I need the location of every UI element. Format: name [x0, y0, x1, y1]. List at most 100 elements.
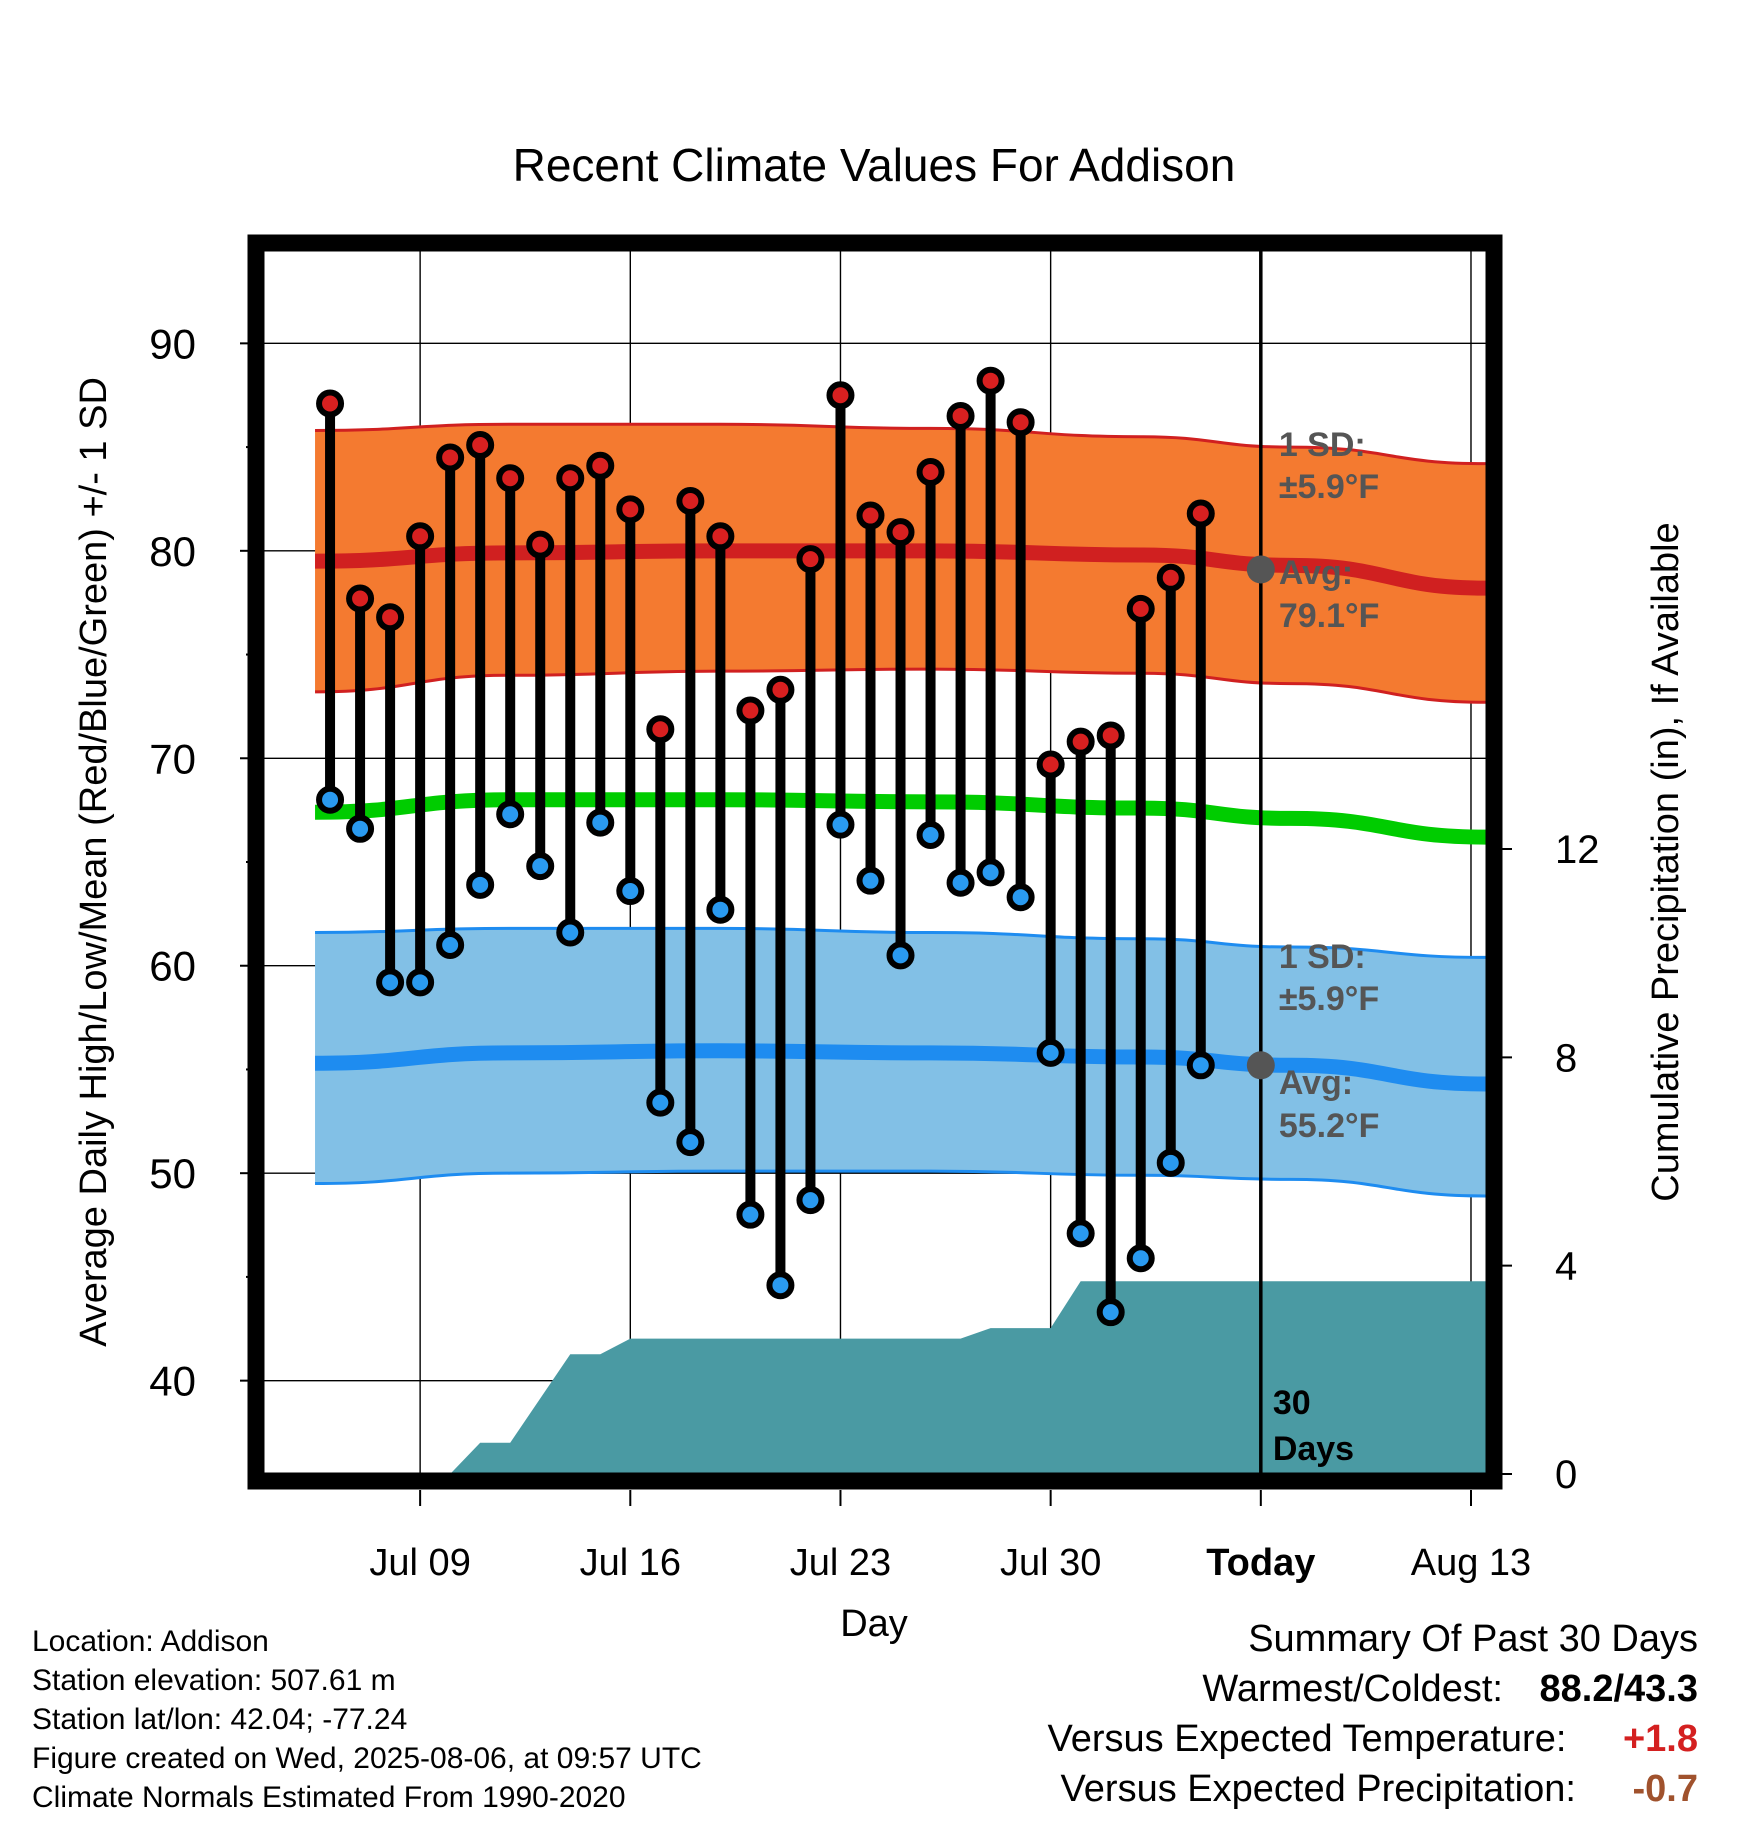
- y-axis-right: 0 4 8 12: [1494, 828, 1600, 1497]
- low-point: [1036, 1038, 1065, 1067]
- low-point: [1066, 1219, 1095, 1248]
- high-point: [616, 495, 645, 524]
- low-point: [736, 1200, 765, 1229]
- x-axis: Jul 09 Jul 16 Jul 23 Jul 30 Today Aug 13: [369, 1490, 1531, 1584]
- high-point: [1006, 408, 1035, 437]
- high-normal-label-1: ±5.9°F: [1279, 468, 1379, 506]
- normals-labels: 1 SD: ±5.9°F Avg: 79.1°F 1 SD: ±5.9°F Avg: 55.2…: [1246, 426, 1380, 1145]
- high-point: [826, 381, 855, 410]
- low-point: [526, 852, 555, 881]
- low-point: [1096, 1298, 1125, 1327]
- high-point: [946, 401, 975, 430]
- high-point: [586, 451, 615, 480]
- y-axis-label: Average Daily High/Low/Mean (Red/Blue/Gr…: [73, 377, 115, 1347]
- high-point: [1096, 721, 1125, 750]
- low-point: [586, 808, 615, 837]
- low-point: [406, 968, 435, 997]
- y-tick-label: 40: [149, 1358, 196, 1405]
- station-info: Location: Addison Station elevation: 507…: [32, 1622, 702, 1817]
- today-low-avg-dot: [1246, 1051, 1275, 1080]
- low-point: [376, 968, 405, 997]
- summary-panel: Summary Of Past 30 Days Warmest/Coldest:…: [1047, 1614, 1698, 1814]
- x-tick-label: Aug 13: [1411, 1542, 1531, 1584]
- high-point: [1036, 750, 1065, 779]
- high-point: [736, 696, 765, 725]
- high-normal-label-2: Avg:: [1279, 554, 1353, 592]
- elevation-text: Station elevation: 507.61 m: [32, 1664, 396, 1697]
- y2-axis-label: Cumulative Precipitation (in), If Availa…: [1645, 522, 1687, 1201]
- y-tick-label: 70: [149, 735, 196, 782]
- high-point: [916, 457, 945, 486]
- x-tick-label: Jul 09: [369, 1542, 470, 1584]
- high-point: [886, 518, 915, 547]
- high-point: [466, 431, 495, 460]
- temp-label: Versus Expected Temperature:: [1047, 1718, 1567, 1760]
- high-point: [1156, 563, 1185, 592]
- high-point: [1066, 727, 1095, 756]
- precip-area-group: [420, 1281, 1486, 1474]
- summary-precip-row: Versus Expected Precipitation: -0.7: [1047, 1764, 1698, 1814]
- chart-title: Recent Climate Values For Addison: [513, 139, 1236, 191]
- low-point: [496, 800, 525, 829]
- today-label-days: Days: [1273, 1430, 1354, 1468]
- precip-area: [420, 1281, 1486, 1474]
- high-point: [496, 464, 525, 493]
- high-point: [856, 501, 885, 530]
- x-tick-label: Jul 23: [790, 1542, 891, 1584]
- temp-value: +1.8: [1622, 1718, 1698, 1760]
- low-point: [886, 941, 915, 970]
- y-tick-label: 90: [149, 320, 196, 367]
- high-sd-band-upper-edge: [315, 422, 1486, 466]
- high-normal-label-3: 79.1°F: [1279, 597, 1380, 635]
- daily-range-sticks: [316, 366, 1215, 1327]
- high-point: [976, 366, 1005, 395]
- low-sd-band: [315, 928, 1486, 1197]
- low-normal-label-0: 1 SD:: [1279, 938, 1366, 976]
- low-sd-band-lower-edge: [315, 1169, 1486, 1198]
- high-point: [436, 443, 465, 472]
- y2-tick-label: 12: [1555, 828, 1600, 872]
- precip-label: Versus Expected Precipitation:: [1060, 1768, 1576, 1810]
- high-point: [556, 464, 585, 493]
- y2-tick-label: 0: [1555, 1453, 1577, 1497]
- low-point: [1156, 1148, 1185, 1177]
- low-point: [1006, 883, 1035, 912]
- high-point: [1126, 594, 1155, 623]
- y-tick-label: 80: [149, 528, 196, 575]
- low-point: [976, 858, 1005, 887]
- high-normal-label-0: 1 SD:: [1279, 426, 1366, 464]
- low-point: [1186, 1051, 1215, 1080]
- today-marker: 30 Days: [1259, 250, 1354, 1474]
- high-point: [1186, 499, 1215, 528]
- high-point: [376, 603, 405, 632]
- x-tick-label: Jul 16: [580, 1542, 681, 1584]
- low-point: [436, 930, 465, 959]
- high-point: [676, 487, 705, 516]
- low-point: [946, 868, 975, 897]
- low-point: [646, 1088, 675, 1117]
- high-point: [646, 715, 675, 744]
- low-avg-line: [315, 1043, 1486, 1092]
- low-point: [826, 810, 855, 839]
- low-point: [706, 895, 735, 924]
- high-point: [796, 545, 825, 574]
- high-point: [316, 389, 345, 418]
- high-point: [406, 522, 435, 551]
- y2-tick-label: 8: [1555, 1036, 1577, 1080]
- low-point: [1126, 1244, 1155, 1273]
- high-point: [706, 522, 735, 551]
- low-point: [916, 821, 945, 850]
- low-sd-band-upper-edge: [315, 926, 1486, 959]
- normals-text: Climate Normals Estimated From 1990-2020: [32, 1781, 626, 1814]
- summary-title: Summary Of Past 30 Days: [1248, 1618, 1698, 1660]
- created-text: Figure created on Wed, 2025-08-06, at 09…: [32, 1742, 702, 1775]
- low-point: [346, 814, 375, 843]
- low-point: [616, 877, 645, 906]
- x-tick-label: Jul 30: [1000, 1542, 1101, 1584]
- low-point: [796, 1186, 825, 1215]
- location-text: Location: Addison: [32, 1625, 269, 1658]
- low-normal-label-2: Avg:: [1279, 1064, 1353, 1102]
- summary-warmest-row: Warmest/Coldest: 88.2/43.3: [1047, 1664, 1698, 1714]
- low-normal-label-3: 55.2°F: [1279, 1107, 1380, 1145]
- y-tick-label: 60: [149, 943, 196, 990]
